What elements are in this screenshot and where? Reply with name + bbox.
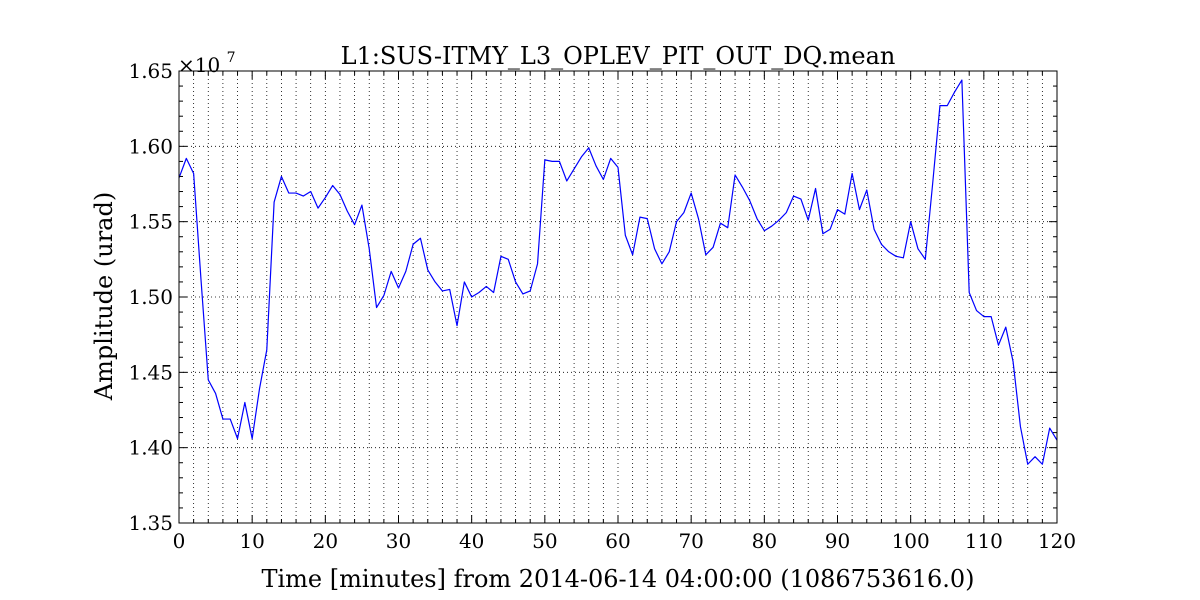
y-tick-label: 1.65 [128, 59, 173, 83]
y-tick-label: 1.50 [128, 285, 173, 309]
grid [179, 71, 1057, 523]
y-axis-label: Amplitude (urad) [90, 192, 118, 401]
y-tick-label: 1.45 [128, 360, 173, 384]
y-tick-label: 1.35 [128, 511, 173, 535]
x-tick-label: 10 [239, 529, 264, 553]
chart-title: L1:SUS-ITMY_L3_OPLEV_PIT_OUT_DQ.mean [341, 42, 896, 70]
x-tick-label: 100 [892, 529, 930, 553]
x-tick-label: 90 [825, 529, 850, 553]
x-tick-label: 60 [605, 529, 630, 553]
y-tick-label: 1.60 [128, 134, 173, 158]
ticks: 0 10 20 30 40 50 60 70 80 90 100 110 120 1.35 1.40 1.45… [128, 59, 1076, 553]
x-axis-label: Time [minutes] from 2014-06-14 04:00:00 … [261, 565, 974, 593]
series-layer [178, 79, 1058, 465]
series-line [178, 79, 1058, 465]
y-tick-label: 1.40 [128, 436, 173, 460]
x-tick-label: 0 [173, 529, 186, 553]
x-tick-label: 30 [386, 529, 411, 553]
y-offset-base: ×10 [178, 53, 220, 77]
x-tick-label: 80 [752, 529, 777, 553]
y-offset-multiplier: ×10 7 [178, 50, 236, 77]
x-tick-label: 70 [678, 529, 703, 553]
x-tick-label: 20 [313, 529, 338, 553]
y-tick-label: 1.55 [128, 210, 173, 234]
x-tick-label: 110 [965, 529, 1003, 553]
y-offset-exponent: 7 [227, 50, 236, 66]
x-tick-label: 40 [459, 529, 484, 553]
x-tick-label: 120 [1038, 529, 1076, 553]
x-tick-label: 50 [532, 529, 557, 553]
